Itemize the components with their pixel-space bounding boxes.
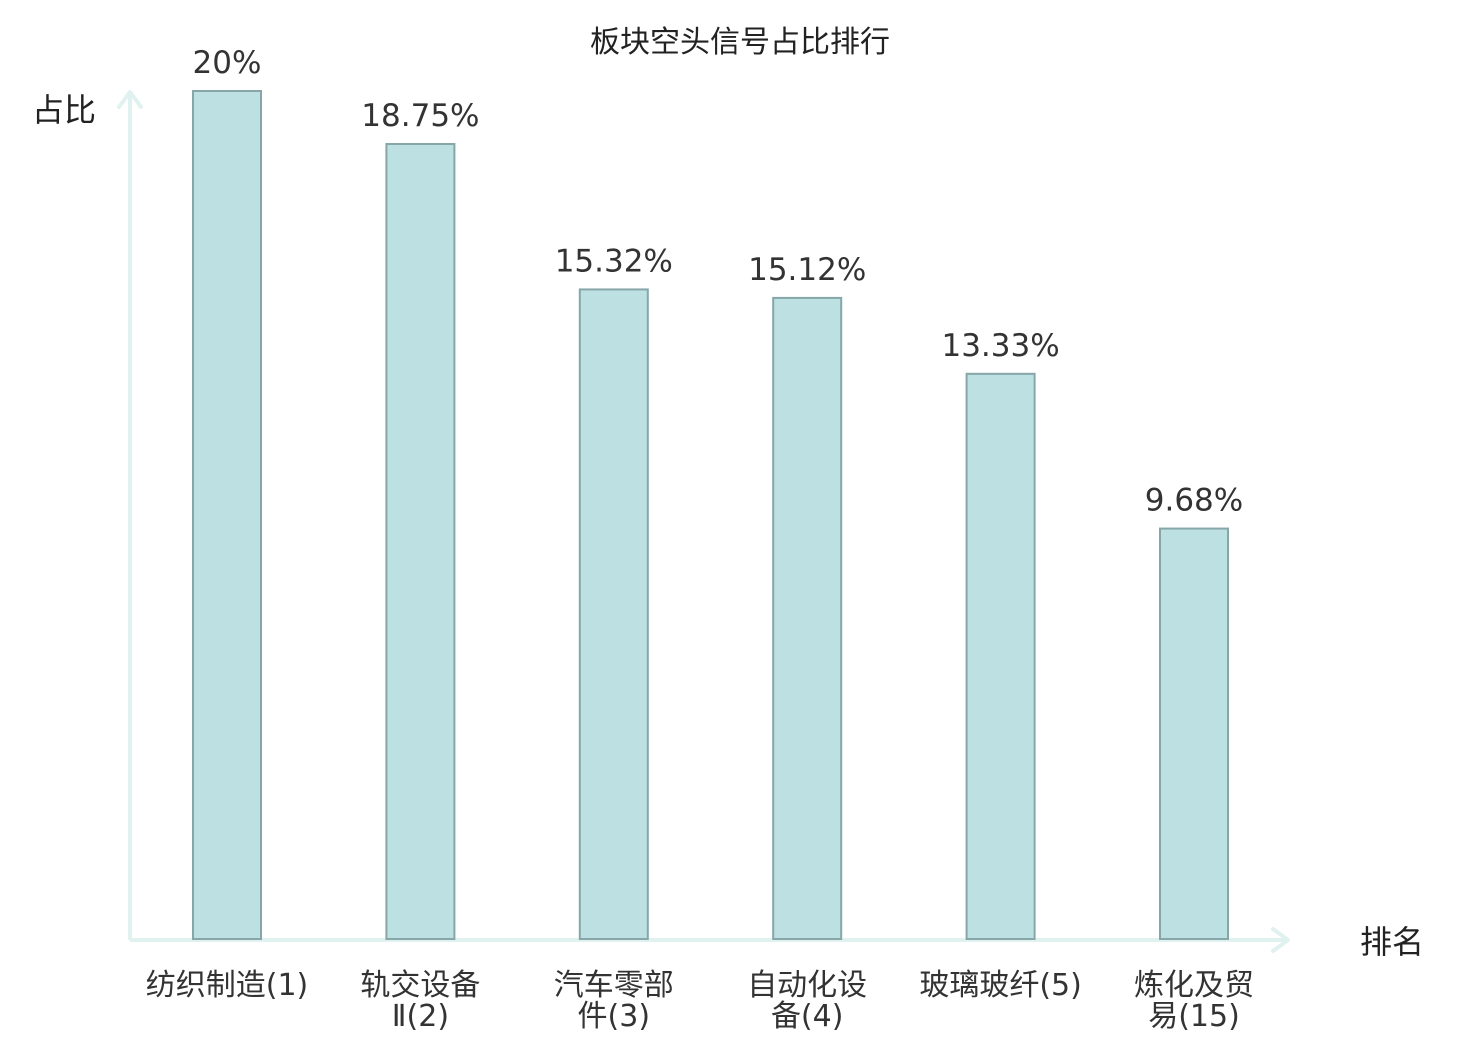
bar-1 bbox=[192, 90, 262, 940]
category-label-2-line-2: Ⅱ(2) bbox=[392, 999, 449, 1034]
x-axis bbox=[130, 927, 1290, 953]
bar-2 bbox=[385, 143, 456, 940]
category-label-3-line-1: 汽车零部 bbox=[554, 968, 674, 1003]
y-axis bbox=[117, 90, 143, 940]
category-label-2-line-1: 轨交设备 bbox=[360, 968, 480, 1003]
value-label-1: 20% bbox=[193, 45, 262, 81]
category-label-4-line-1: 自动化设 bbox=[747, 968, 867, 1003]
category-label-3-line-2: 件(3) bbox=[578, 999, 651, 1034]
x-axis-arrow bbox=[1271, 927, 1290, 953]
chart-title: 板块空头信号占比排行 bbox=[590, 25, 890, 60]
bar-6 bbox=[1159, 527, 1229, 940]
value-label-3: 15.32% bbox=[555, 243, 673, 279]
category-label-6-line-1: 炼化及贸 bbox=[1134, 968, 1254, 1003]
bar-5 bbox=[965, 372, 1036, 941]
y-axis-label: 占比 bbox=[32, 91, 96, 129]
category-label-5-line-1: 玻璃玻纤(5) bbox=[919, 968, 1082, 1003]
category-label-4-line-2: 备(4) bbox=[771, 999, 844, 1034]
x-axis-label: 排名 bbox=[1360, 923, 1424, 961]
value-label-4: 15.12% bbox=[748, 252, 866, 288]
bar-3 bbox=[578, 288, 649, 940]
value-label-2: 18.75% bbox=[361, 98, 479, 134]
y-axis-arrow bbox=[117, 90, 143, 109]
value-label-5: 13.33% bbox=[941, 328, 1059, 364]
category-label-1-line-1: 纺织制造(1) bbox=[146, 968, 309, 1003]
bars bbox=[192, 90, 1229, 941]
category-label-6-line-2: 易(15) bbox=[1148, 999, 1240, 1034]
bar-4 bbox=[772, 296, 843, 940]
value-label-6: 9.68% bbox=[1145, 483, 1243, 519]
value-labels: 20% 18.75% 15.32% 15.12% 13.33% 9.68% bbox=[193, 45, 1244, 519]
